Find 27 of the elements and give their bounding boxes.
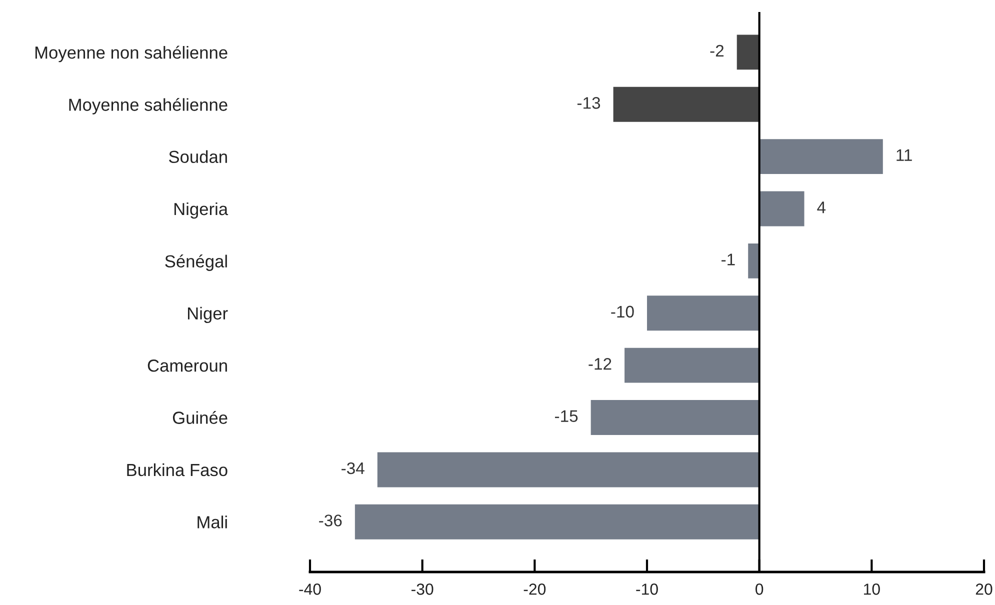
- data-label: -2: [710, 44, 724, 56]
- x-tick-label: 10: [864, 584, 880, 595]
- x-tick-label: -10: [636, 584, 658, 595]
- x-tick-label: 0: [756, 584, 764, 595]
- y-tick-label: Mali: [198, 516, 227, 528]
- data-label: 11: [896, 149, 912, 161]
- x-tick-label: -20: [524, 584, 546, 595]
- y-tick-label: Niger: [188, 306, 228, 324]
- x-tick-label: -40: [299, 584, 321, 595]
- data-label: -10: [611, 306, 634, 318]
- x-tick-label: -30: [412, 584, 434, 595]
- data-label: -15: [554, 410, 578, 422]
- data-label: -36: [319, 514, 342, 526]
- y-tick-label: Soudan: [168, 150, 227, 164]
- x-tick-label: 20: [976, 584, 992, 595]
- y-tick-label: Burkina Faso: [127, 463, 228, 476]
- data-label: -12: [588, 358, 612, 370]
- y-tick-label: Moyenne sahélienne: [69, 98, 228, 114]
- y-tick-label: Cameroun: [148, 359, 227, 372]
- data-label: -34: [342, 462, 364, 474]
- y-tick-label: Moyenne non sahélienne: [35, 46, 228, 62]
- y-tick-label: Nigeria: [174, 202, 228, 219]
- data-label: -13: [577, 97, 600, 109]
- y-tick-label: Sénégal: [165, 254, 227, 271]
- y-tick-label: Guinée: [172, 411, 228, 424]
- data-label: -1: [722, 254, 735, 266]
- data-label: 4: [817, 202, 826, 214]
